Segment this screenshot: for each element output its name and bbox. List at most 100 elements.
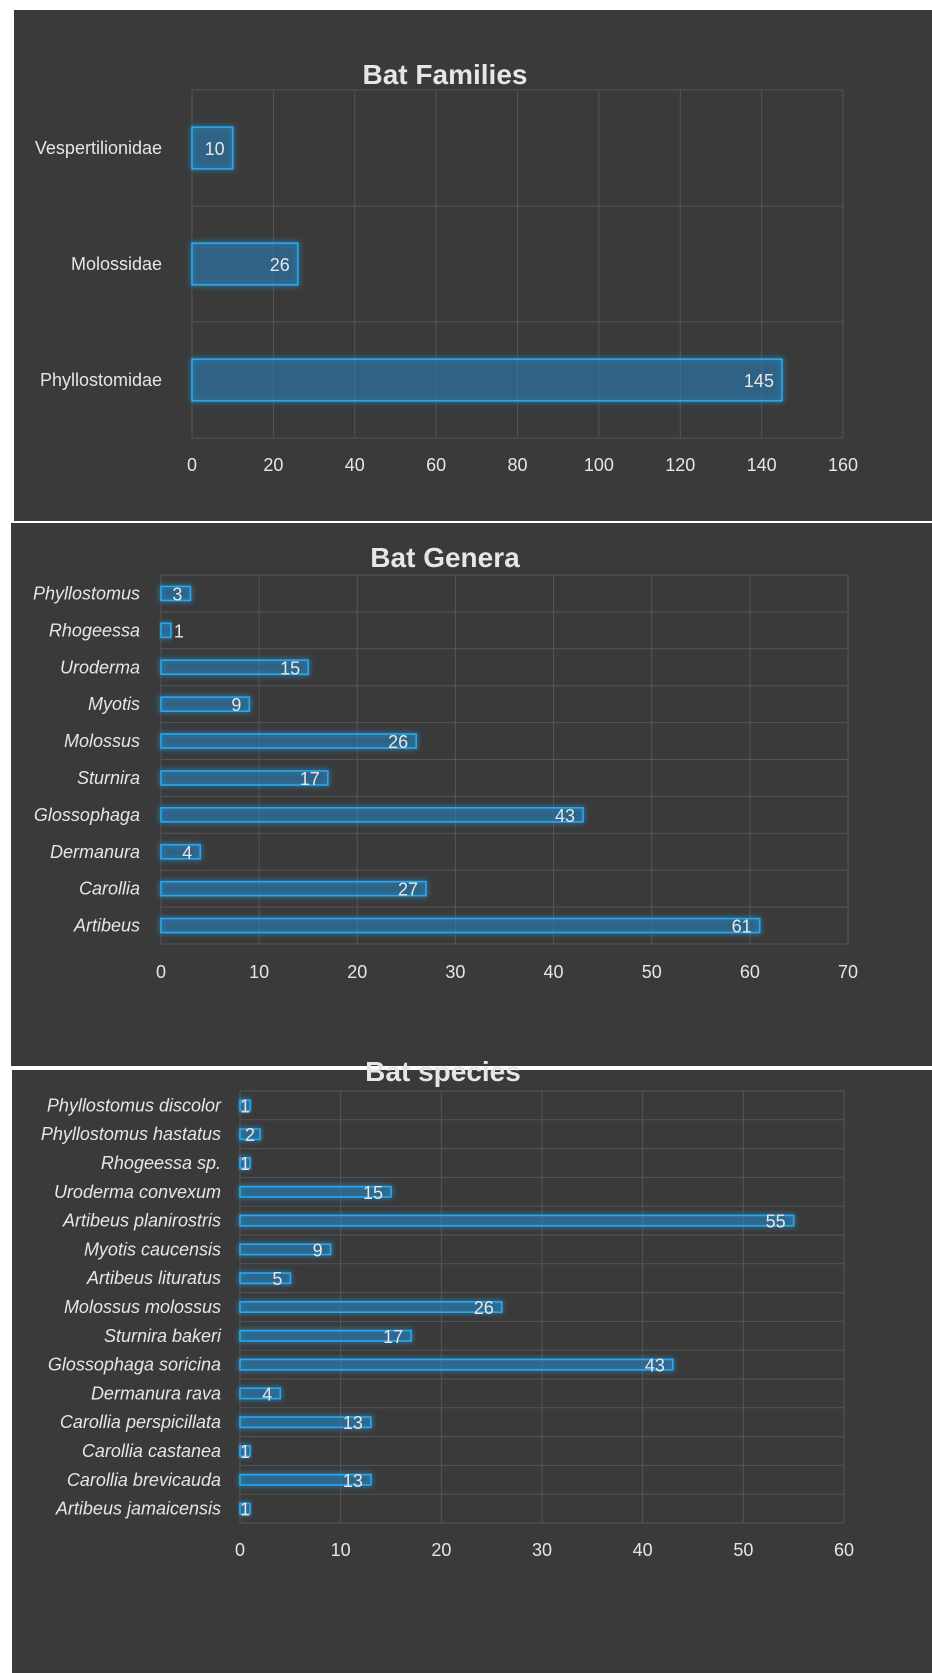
category-label: Molossidae <box>71 254 162 274</box>
category-label: Dermanura <box>50 842 140 862</box>
data-label: 2 <box>245 1125 255 1145</box>
data-label: 5 <box>272 1269 282 1289</box>
data-label: 9 <box>231 695 241 715</box>
bar <box>239 1387 282 1400</box>
category-label: Carollia castanea <box>82 1441 221 1461</box>
bar <box>239 1128 261 1141</box>
x-tick-label: 20 <box>431 1540 451 1560</box>
bar <box>239 1445 251 1457</box>
data-label: 55 <box>766 1212 786 1232</box>
bar <box>239 1243 332 1256</box>
data-label: 26 <box>388 732 408 752</box>
x-tick-label: 160 <box>828 455 858 475</box>
category-label: Glossophaga <box>34 805 140 825</box>
chart-title: Bat species <box>365 1056 521 1087</box>
data-label: 9 <box>313 1240 323 1260</box>
bat-families-chart: Bat Families 0 20 40 60 80 100 120 140 160 Vespert… <box>35 59 858 475</box>
x-tick-label: 40 <box>544 962 564 982</box>
x-tick-label: 40 <box>345 455 365 475</box>
data-label: 26 <box>474 1298 494 1318</box>
category-label: Glossophaga soricina <box>48 1355 221 1375</box>
bar <box>191 126 234 170</box>
bar <box>239 1502 251 1515</box>
category-label: Artibeus jamaicensis <box>55 1499 221 1519</box>
data-label: 13 <box>343 1413 363 1433</box>
category-label: Phyllostomidae <box>40 370 162 390</box>
data-label: 1 <box>240 1154 250 1174</box>
data-label: 43 <box>555 806 575 826</box>
data-label: 17 <box>383 1327 403 1347</box>
x-tick-label: 30 <box>445 962 465 982</box>
category-label: Dermanura rava <box>91 1383 221 1403</box>
bar <box>160 770 329 786</box>
category-label: Rhogeessa sp. <box>101 1153 221 1173</box>
data-label: 1 <box>240 1500 250 1520</box>
bar <box>239 1272 292 1285</box>
x-tick-label: 100 <box>584 455 614 475</box>
x-tick-label: 120 <box>665 455 695 475</box>
category-label: Sturnira <box>77 768 140 788</box>
x-tick-label: 20 <box>347 962 367 982</box>
bar <box>239 1473 372 1486</box>
chart-panel-families: Bat Families 0 20 40 60 80 100 120 140 160 Vespert… <box>14 10 932 521</box>
x-tick-label: 60 <box>834 1540 854 1560</box>
bar <box>239 1099 251 1112</box>
bar <box>239 1358 674 1371</box>
category-label: Sturnira bakeri <box>104 1326 222 1346</box>
category-label: Artibeus <box>73 916 140 936</box>
category-label: Carollia <box>79 879 140 899</box>
bar <box>160 733 417 749</box>
data-label: 17 <box>300 769 320 789</box>
bar <box>160 696 251 712</box>
x-tick-label: 50 <box>733 1540 753 1560</box>
chart-panel-species: Bat species 0 10 20 30 40 50 60 Phyllostomus dis… <box>12 1056 932 1673</box>
data-label: 27 <box>398 880 418 900</box>
category-label: Molossus molossus <box>64 1297 221 1317</box>
data-label: 1 <box>240 1096 250 1116</box>
data-label: 26 <box>270 255 290 275</box>
x-tick-label: 80 <box>507 455 527 475</box>
x-tick-label: 30 <box>532 1540 552 1560</box>
bar <box>160 659 310 676</box>
x-tick-label: 0 <box>187 455 197 475</box>
chart-title: Bat Genera <box>370 542 520 573</box>
data-label: 3 <box>172 584 182 604</box>
category-label: Vespertilionidae <box>35 138 162 158</box>
x-tick-label: 50 <box>642 962 662 982</box>
x-tick-label: 0 <box>156 962 166 982</box>
category-label: Uroderma convexum <box>54 1182 221 1202</box>
bar <box>191 358 783 402</box>
category-label: Rhogeessa <box>49 620 140 640</box>
category-label: Phyllostomus discolor <box>47 1095 222 1115</box>
data-label: 13 <box>343 1471 363 1491</box>
category-label: Phyllostomus <box>33 583 140 603</box>
category-label: Artibeus lituratus <box>86 1268 221 1288</box>
data-label: 1 <box>174 621 184 641</box>
x-tick-label: 0 <box>235 1540 245 1560</box>
data-label: 15 <box>280 658 300 678</box>
bar <box>160 917 761 934</box>
bar <box>239 1416 372 1429</box>
bar <box>160 843 202 860</box>
bar <box>160 622 172 639</box>
bar <box>239 1157 251 1169</box>
x-tick-label: 10 <box>249 962 269 982</box>
chart-title: Bat Families <box>363 59 528 90</box>
bar <box>239 1214 795 1227</box>
bar <box>160 807 584 823</box>
x-tick-label: 140 <box>747 455 777 475</box>
bat-genera-chart: Bat Genera 0 10 20 30 40 50 60 70 Phyllostomus 3 Rh… <box>33 542 858 982</box>
bar <box>239 1301 503 1313</box>
data-label: 4 <box>262 1384 272 1404</box>
category-label: Carollia brevicauda <box>67 1470 221 1490</box>
bar <box>239 1185 392 1198</box>
data-label: 61 <box>732 917 752 937</box>
category-label: Myotis caucensis <box>84 1239 221 1259</box>
bat-species-chart: Bat species 0 10 20 30 40 50 60 Phyllostomus dis… <box>41 1056 854 1560</box>
data-label: 15 <box>363 1183 383 1203</box>
bar <box>239 1329 412 1342</box>
bar <box>191 242 299 286</box>
x-tick-label: 20 <box>263 455 283 475</box>
category-label: Artibeus planirostris <box>62 1211 221 1231</box>
x-tick-label: 40 <box>633 1540 653 1560</box>
